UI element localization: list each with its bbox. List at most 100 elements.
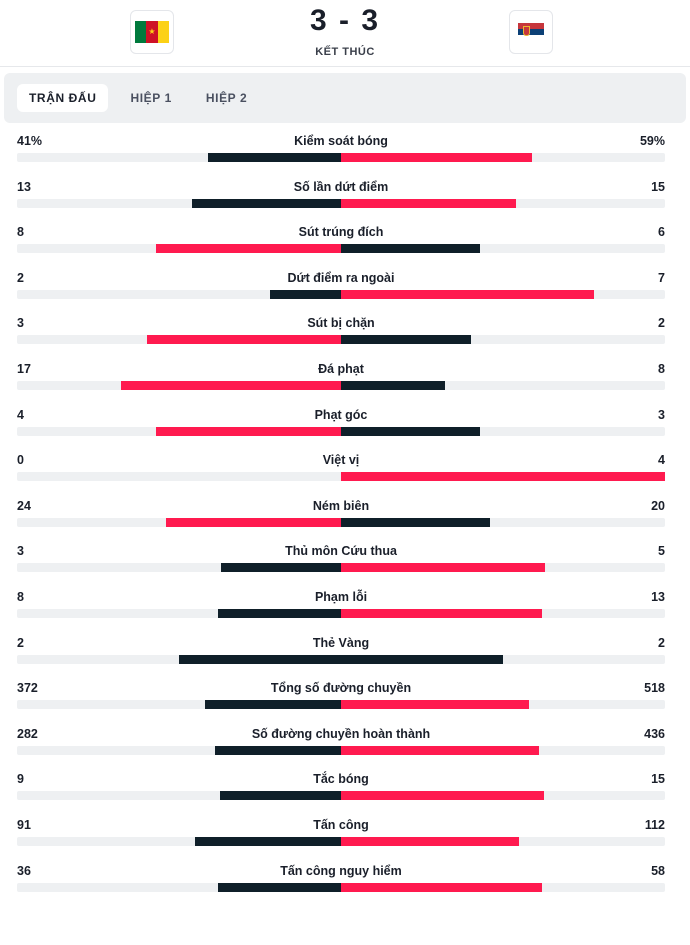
stat-labels: 41% Kiểm soát bóng 59% [17,134,665,152]
stat-name: Ném biên [312,498,370,513]
stat-name: Sút bị chặn [307,316,375,331]
home-stat-value: 36 [17,863,31,878]
stat-bar-track [17,153,665,162]
stat-row: 8 Phạm lỗi 13 [0,587,690,633]
home-stat-bar [146,335,341,345]
stat-name: Tắc bóng [313,772,369,787]
away-stat-bar [341,198,516,208]
home-stat-value: 41% [17,134,43,148]
stat-labels: 2 Dứt điểm ra ngoài 7 [17,271,665,289]
home-stat-bar [208,153,341,162]
stat-labels: 8 Sút trúng đích 6 [17,225,665,243]
stat-row: 13 Số lần dứt điểm 15 [0,177,690,223]
stat-name: Việt vị [322,453,360,468]
stat-bar-track [17,380,665,390]
stat-row: 24 Ném biên 20 [0,496,690,542]
away-team-flag[interactable] [509,10,553,54]
home-stat-value: 3 [17,316,24,331]
away-stat-value: 2 [658,316,665,331]
away-stat-value: 20 [651,498,665,513]
serbia-flag-icon [518,23,544,41]
away-stat-value: 15 [651,179,665,194]
away-stat-value: 8 [658,361,665,376]
home-team-flag[interactable]: ★ [130,10,174,54]
tab-first-half[interactable]: HIỆP 1 [130,91,172,105]
stat-row: 36 Tấn công nguy hiểm 58 [0,861,690,907]
stat-row: 3 Sút bị chặn 2 [0,313,690,359]
away-stat-bar [341,745,539,755]
home-stat-value: 8 [17,589,24,604]
stat-row: 8 Sút trúng đích 6 [0,222,690,268]
away-stat-value: 7 [658,270,665,285]
stat-name: Thẻ Vàng [312,635,370,650]
stat-row: 17 Đá phạt 8 [0,359,690,405]
home-stat-bar [269,289,341,299]
stat-name: Tổng số đường chuyền [270,681,412,696]
tab-second-half[interactable]: HIỆP 2 [205,91,248,105]
stat-labels: 3 Thủ môn Cứu thua 5 [17,544,665,562]
home-stat-bar [217,608,341,618]
stat-bar-track [17,563,665,573]
stat-bar-track [17,700,665,710]
stat-bar-track [17,244,665,254]
stat-name: Số đường chuyền hoàn thành [251,726,431,741]
home-stat-bar [219,791,341,801]
stat-labels: 3 Sút bị chặn 2 [17,316,665,334]
stat-name: Thủ môn Cứu thua [285,544,397,559]
away-stat-value: 6 [658,225,665,240]
home-stat-value: 372 [17,681,38,696]
stat-labels: 0 Việt vị 4 [17,453,665,471]
stat-row: 9 Tắc bóng 15 [0,769,690,815]
stat-name: Phạt góc [314,407,368,422]
away-stat-bar [341,563,546,573]
tab-full-match[interactable]: TRẬN ĐẤU [17,84,109,112]
stat-name: Tấn công nguy hiểm [280,863,402,878]
stat-labels: 4 Phạt góc 3 [17,408,665,426]
stat-row: 4 Phạt góc 3 [0,405,690,451]
stat-bar-track [17,745,665,755]
home-stat-value: 13 [17,179,31,194]
stat-labels: 24 Ném biên 20 [17,499,665,517]
home-stat-value: 2 [17,270,24,285]
stat-bar-track [17,517,665,527]
home-stat-bar [214,745,341,755]
stat-row: 372 Tổng số đường chuyền 518 [0,678,690,724]
stat-name: Dứt điểm ra ngoài [287,270,395,285]
stat-row: 0 Việt vị 4 [0,450,690,496]
away-stat-bar [341,517,491,527]
stat-bar-track [17,198,665,208]
stat-row: 282 Số đường chuyền hoàn thành 436 [0,724,690,770]
home-stat-value: 24 [17,498,31,513]
stat-bar-track [17,882,665,892]
stat-labels: 13 Số lần dứt điểm 15 [17,180,665,198]
stat-bar-track [17,791,665,801]
stat-labels: 372 Tổng số đường chuyền 518 [17,681,665,699]
stat-name: Kiểm soát bóng [294,134,388,148]
away-stat-bar [341,244,481,254]
stat-row: 91 Tấn công 112 [0,815,690,861]
away-stat-value: 436 [644,726,665,741]
stats-list: 41% Kiểm soát bóng 59% 13 Số lần dứt điểm 15 8… [0,131,690,906]
stat-labels: 91 Tấn công 112 [17,818,665,836]
home-stat-bar [120,380,341,390]
stat-bar-track [17,335,665,345]
home-stat-bar [156,426,341,436]
home-stat-value: 91 [17,817,31,832]
away-stat-bar [341,426,481,436]
match-header: ★ 3 - 3 KẾT THÚC [0,0,690,67]
home-stat-bar [179,654,341,664]
away-stat-bar [341,836,520,846]
away-stat-bar [341,289,594,299]
home-stat-bar [191,198,341,208]
home-stat-value: 8 [17,225,24,240]
away-stat-value: 59% [639,134,665,148]
cameroon-flag-icon: ★ [135,21,169,43]
away-stat-value: 58 [651,863,665,878]
away-stat-bar [341,882,542,892]
away-stat-bar [341,380,445,390]
home-stat-value: 17 [17,361,31,376]
stat-name: Sút trúng đích [298,225,384,240]
stat-labels: 36 Tấn công nguy hiểm 58 [17,864,665,882]
home-stat-value: 9 [17,772,24,787]
away-stat-value: 2 [658,635,665,650]
